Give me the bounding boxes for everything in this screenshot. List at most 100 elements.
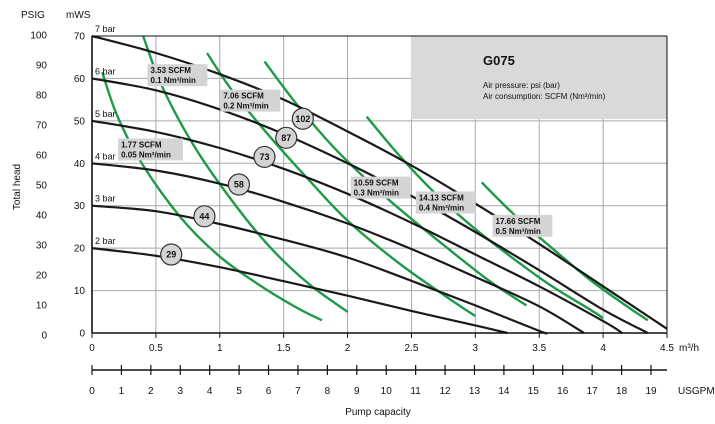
- usgpm-tick-label: 6: [266, 386, 272, 397]
- stroke-marker-value: 102: [295, 114, 310, 124]
- psig-tick-label: 80: [36, 91, 48, 102]
- y-tick-label: 50: [74, 116, 86, 127]
- stroke-marker: [253, 145, 276, 169]
- y-tick-label: 0: [79, 329, 85, 340]
- consumption-label-scfm: 3.53 SCFM: [151, 66, 192, 75]
- consumption-label-box: [492, 214, 553, 237]
- usgpm-tick-label: 17: [587, 386, 599, 397]
- air-pressure-curve: [91, 34, 668, 330]
- x-tick-label: 1: [217, 343, 223, 354]
- legend-box: [411, 36, 667, 119]
- y-axis-title: Total head: [12, 164, 23, 210]
- usgpm-tick-label: 15: [528, 386, 540, 397]
- usgpm-tick-label: 16: [557, 386, 569, 397]
- stroke-marker-value: 87: [281, 133, 291, 143]
- consumption-label-nm3: 0.3 Nm³/min: [354, 189, 399, 198]
- consumption-label-box: [147, 64, 208, 87]
- psig-tick-label: 0: [41, 331, 47, 342]
- x-tick-label: 1.5: [277, 343, 291, 354]
- x-tick-label: 3.5: [532, 343, 546, 354]
- consumption-label-nm3: 0.2 Nm³/min: [223, 102, 268, 111]
- x-tick-label: 2.5: [404, 343, 418, 354]
- air-pressure-curve-label: 4 bar: [95, 151, 116, 161]
- psig-unit-label: PSIG: [21, 10, 45, 21]
- psig-tick-label: 70: [36, 121, 48, 132]
- psig-tick-label: 90: [36, 61, 48, 72]
- mws-unit-label: mWS: [66, 10, 91, 21]
- usgpm-tick-label: 0: [89, 386, 95, 397]
- x-tick-label: 0.5: [149, 343, 163, 354]
- m3h-unit-label: m³/h: [679, 343, 699, 354]
- psig-tick-label: 20: [36, 271, 48, 282]
- y-tick-label: 10: [74, 286, 86, 297]
- stroke-marker: [193, 205, 216, 228]
- y-tick-label: 20: [74, 244, 86, 255]
- y-tick-label: 70: [74, 32, 86, 43]
- psig-tick-label: 60: [36, 151, 48, 162]
- air-pressure-curves: 2 bar 3 bar 4 bar 5 bar 6 bar 7 bar: [91, 24, 668, 335]
- stroke-marker: [227, 173, 251, 196]
- usgpm-tick-label: 13: [469, 386, 481, 397]
- stroke-rate-markers: 29 44 58 73 87 102: [160, 107, 314, 266]
- usgpm-tick-label: 3: [177, 386, 183, 397]
- consumption-label-box: [415, 191, 476, 214]
- consumption-label-nm3: 0.4 Nm³/min: [419, 203, 464, 212]
- consumption-label-scfm: 1.77 SCFM: [121, 140, 162, 149]
- air-pressure-curve-label: 5 bar: [95, 109, 116, 119]
- x-tick-label: 0: [89, 343, 95, 354]
- consumption-label-box: [118, 138, 183, 161]
- consumption-label-box: [350, 176, 411, 199]
- psig-tick-label: 50: [36, 181, 48, 192]
- chart-title: G075: [483, 53, 515, 68]
- usgpm-tick-label: 18: [616, 386, 628, 397]
- stroke-marker: [160, 243, 183, 266]
- stroke-marker: [291, 107, 314, 130]
- air-pressure-curve-label: 2 bar: [95, 236, 116, 246]
- stroke-marker: [275, 126, 298, 149]
- usgpm-tick-label: 9: [354, 386, 360, 397]
- legend-line-air-consumption: Air consumption: SCFM (Nm³/min): [483, 92, 606, 101]
- x-tick-label: 2: [345, 343, 351, 354]
- legend-line-air-pressure: Air pressure: psi (bar): [483, 81, 560, 90]
- usgpm-tick-label: 4: [207, 386, 213, 397]
- stroke-marker-value: 73: [259, 152, 269, 162]
- y-tick-label: 60: [74, 74, 86, 85]
- usgpm-unit-label: USGPM: [678, 386, 715, 397]
- usgpm-tick-label: 12: [439, 386, 451, 397]
- usgpm-tick-label: 7: [295, 386, 301, 397]
- usgpm-tick-label: 19: [645, 386, 657, 397]
- y-tick-label: 30: [74, 201, 86, 212]
- stroke-marker-value: 58: [234, 180, 244, 190]
- consumption-label-nm3: 0.05 Nm³/min: [121, 150, 171, 159]
- air-pressure-curve-label: 7 bar: [95, 24, 116, 34]
- x-tick-label: 4.5: [660, 343, 674, 354]
- air-pressure-curve: [91, 162, 585, 334]
- usgpm-tick-label: 1: [119, 386, 125, 397]
- usgpm-tick-label: 5: [236, 386, 242, 397]
- air-pressure-curve: [91, 119, 623, 334]
- consumption-label-scfm: 14.13 SCFM: [419, 193, 464, 202]
- consumption-label-scfm: 10.59 SCFM: [354, 179, 399, 188]
- consumption-label-nm3: 0.5 Nm³/min: [496, 227, 541, 236]
- usgpm-tick-label: 14: [498, 386, 510, 397]
- x-tick-label: 3: [473, 343, 479, 354]
- consumption-label-scfm: 17.66 SCFM: [496, 217, 541, 226]
- consumption-label-box: [220, 89, 281, 112]
- x-axis-title: Pump capacity: [345, 407, 411, 418]
- x-tick-label: 4: [600, 343, 606, 354]
- consumption-label-nm3: 0.1 Nm³/min: [151, 76, 196, 85]
- psig-tick-label: 100: [30, 31, 47, 42]
- consumption-label-scfm: 7.06 SCFM: [223, 92, 264, 101]
- air-pressure-curve-label: 3 bar: [95, 194, 116, 204]
- air-consumption-curve: [141, 35, 349, 313]
- air-consumption-curve: [101, 71, 323, 322]
- usgpm-tick-label: 8: [325, 386, 331, 397]
- air-pressure-curve: [91, 204, 548, 335]
- psig-tick-label: 10: [36, 301, 48, 312]
- air-pressure-curve-label: 6 bar: [95, 66, 116, 76]
- y-tick-label: 40: [74, 159, 86, 170]
- usgpm-tick-label: 10: [381, 386, 393, 397]
